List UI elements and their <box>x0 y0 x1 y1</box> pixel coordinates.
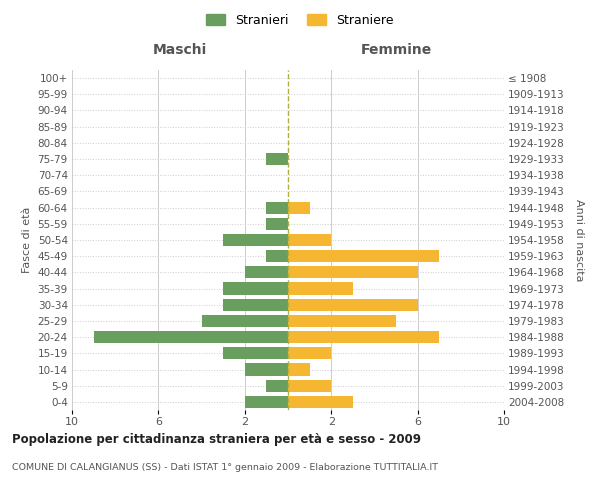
Text: Popolazione per cittadinanza straniera per età e sesso - 2009: Popolazione per cittadinanza straniera p… <box>12 432 421 446</box>
Text: Femmine: Femmine <box>361 44 431 58</box>
Bar <box>288 331 439 343</box>
Bar <box>288 364 310 376</box>
Bar <box>223 234 288 246</box>
Bar <box>288 348 331 360</box>
Bar <box>202 315 288 327</box>
Bar <box>288 202 310 213</box>
Y-axis label: Anni di nascita: Anni di nascita <box>574 198 584 281</box>
Bar <box>288 250 439 262</box>
Bar <box>266 250 288 262</box>
Text: Maschi: Maschi <box>153 44 207 58</box>
Legend: Stranieri, Straniere: Stranieri, Straniere <box>202 8 398 32</box>
Text: COMUNE DI CALANGIANUS (SS) - Dati ISTAT 1° gennaio 2009 - Elaborazione TUTTITALI: COMUNE DI CALANGIANUS (SS) - Dati ISTAT … <box>12 462 438 471</box>
Bar <box>94 331 288 343</box>
Bar <box>266 380 288 392</box>
Bar <box>223 298 288 311</box>
Bar <box>245 266 288 278</box>
Bar <box>288 234 331 246</box>
Bar <box>288 298 418 311</box>
Bar <box>288 315 396 327</box>
Y-axis label: Fasce di età: Fasce di età <box>22 207 32 273</box>
Bar <box>266 153 288 165</box>
Bar <box>245 396 288 408</box>
Bar <box>288 380 331 392</box>
Bar <box>288 396 353 408</box>
Bar <box>288 282 353 294</box>
Bar <box>288 266 418 278</box>
Bar <box>245 364 288 376</box>
Bar <box>223 348 288 360</box>
Bar <box>266 218 288 230</box>
Bar <box>223 282 288 294</box>
Bar <box>266 202 288 213</box>
